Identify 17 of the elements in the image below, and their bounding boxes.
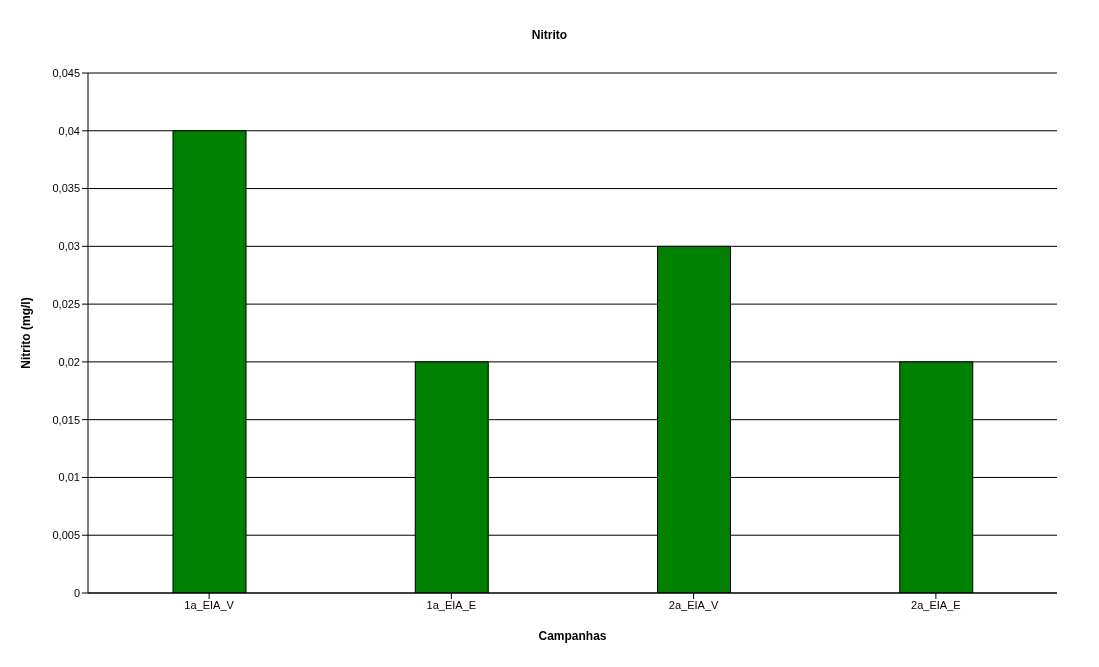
x-tick-label: 2a_EIA_E	[911, 598, 961, 611]
y-tick-label: 0,04	[58, 124, 80, 137]
chart-title: Nitrito	[530, 28, 569, 42]
y-tick-label: 0,005	[52, 529, 80, 542]
y-tick-label: 0	[73, 586, 80, 599]
y-tick-label: 0,045	[52, 66, 80, 79]
x-tick-label: 1a_EIA_E	[426, 598, 477, 611]
y-tick-label: 0,025	[52, 298, 80, 311]
x-tick-label: 1a_EIA_V	[184, 598, 235, 611]
x-tick-label: 2a_EIA_V	[668, 598, 720, 611]
x-axis-title: Campanhas	[538, 629, 607, 643]
y-tick-label: 0,015	[52, 413, 80, 426]
y-tick-label: 0,035	[52, 182, 80, 195]
y-tick-label: 0,02	[58, 355, 80, 368]
y-tick-label: 0,01	[58, 471, 80, 484]
y-tick-label: 0,03	[58, 240, 80, 253]
y-axis-title: Nitrito (mg/l)	[19, 297, 34, 369]
